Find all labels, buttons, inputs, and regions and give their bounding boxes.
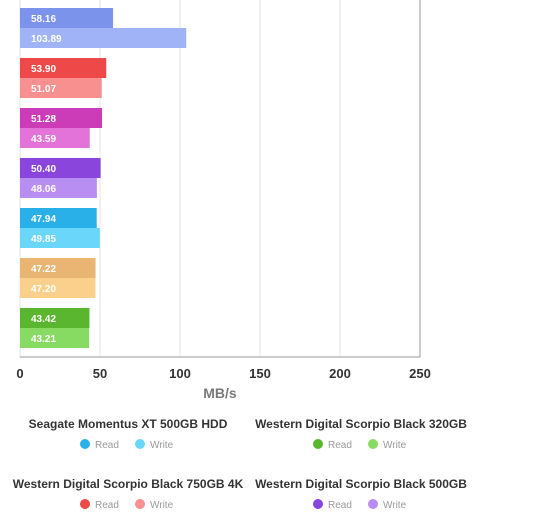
legend-write-swatch: [135, 499, 145, 509]
bar-read: [20, 208, 97, 228]
bar-value-label: 50.40: [31, 164, 56, 175]
x-axis-title: MB/s: [203, 385, 237, 401]
legend-title: Western Digital Scorpio Black 500GB: [255, 477, 467, 491]
legend-write-swatch: [135, 439, 145, 449]
legend-write-label: Write: [383, 440, 407, 451]
legend-write-swatch: [368, 499, 378, 509]
legend-write-label: Write: [383, 500, 407, 511]
legend-read-swatch: [313, 439, 323, 449]
bar-read: [20, 8, 114, 28]
legend-read-label: Read: [328, 500, 352, 511]
bar-value-label: 43.59: [31, 134, 56, 145]
legend-read-label: Read: [95, 440, 119, 451]
bar-read: [20, 158, 101, 178]
bar-read: [20, 258, 96, 278]
legend-read-swatch: [80, 439, 90, 449]
bar-value-label: 43.21: [31, 334, 56, 345]
bar-write: [20, 228, 100, 248]
bar-value-label: 47.20: [31, 284, 56, 295]
legend-write-swatch: [368, 439, 378, 449]
x-tick-label: 50: [93, 366, 107, 381]
bar-write: [20, 328, 90, 348]
x-tick-label: 150: [249, 366, 271, 381]
legend-title: Western Digital Scorpio Black 320GB: [255, 417, 467, 431]
legend-write-label: Write: [150, 500, 174, 511]
bar-read: [20, 58, 107, 78]
bar-read: [20, 308, 90, 328]
legend-title: Seagate Momentus XT 500GB HDD: [29, 417, 228, 431]
bar-write: [20, 278, 96, 298]
bar-write: [20, 128, 90, 148]
bar-value-label: 48.06: [31, 184, 56, 195]
legend-read-swatch: [80, 499, 90, 509]
bar-value-label: 47.94: [31, 214, 56, 225]
bar-read: [20, 108, 103, 128]
legend-read-swatch: [313, 499, 323, 509]
legend-write-label: Write: [150, 440, 174, 451]
bar-value-label: 51.07: [31, 84, 56, 95]
bar-write: [20, 78, 102, 98]
bar-value-label: 51.28: [31, 114, 56, 125]
bar-value-label: 49.85: [31, 234, 56, 245]
x-tick-label: 200: [329, 366, 351, 381]
legend-title: Western Digital Scorpio Black 750GB 4K: [13, 477, 244, 491]
legend-read-label: Read: [328, 440, 352, 451]
x-tick-label: 250: [409, 366, 431, 381]
x-tick-label: 100: [169, 366, 191, 381]
bar-value-label: 58.16: [31, 14, 56, 25]
bar-value-label: 43.42: [31, 314, 56, 325]
bar-value-label: 53.90: [31, 64, 56, 75]
x-tick-label: 0: [16, 366, 23, 381]
bar-value-label: 47.22: [31, 264, 56, 275]
bar-write: [20, 178, 97, 198]
bar-value-label: 103.89: [31, 34, 62, 45]
legend-read-label: Read: [95, 500, 119, 511]
bar-write: [20, 28, 187, 48]
